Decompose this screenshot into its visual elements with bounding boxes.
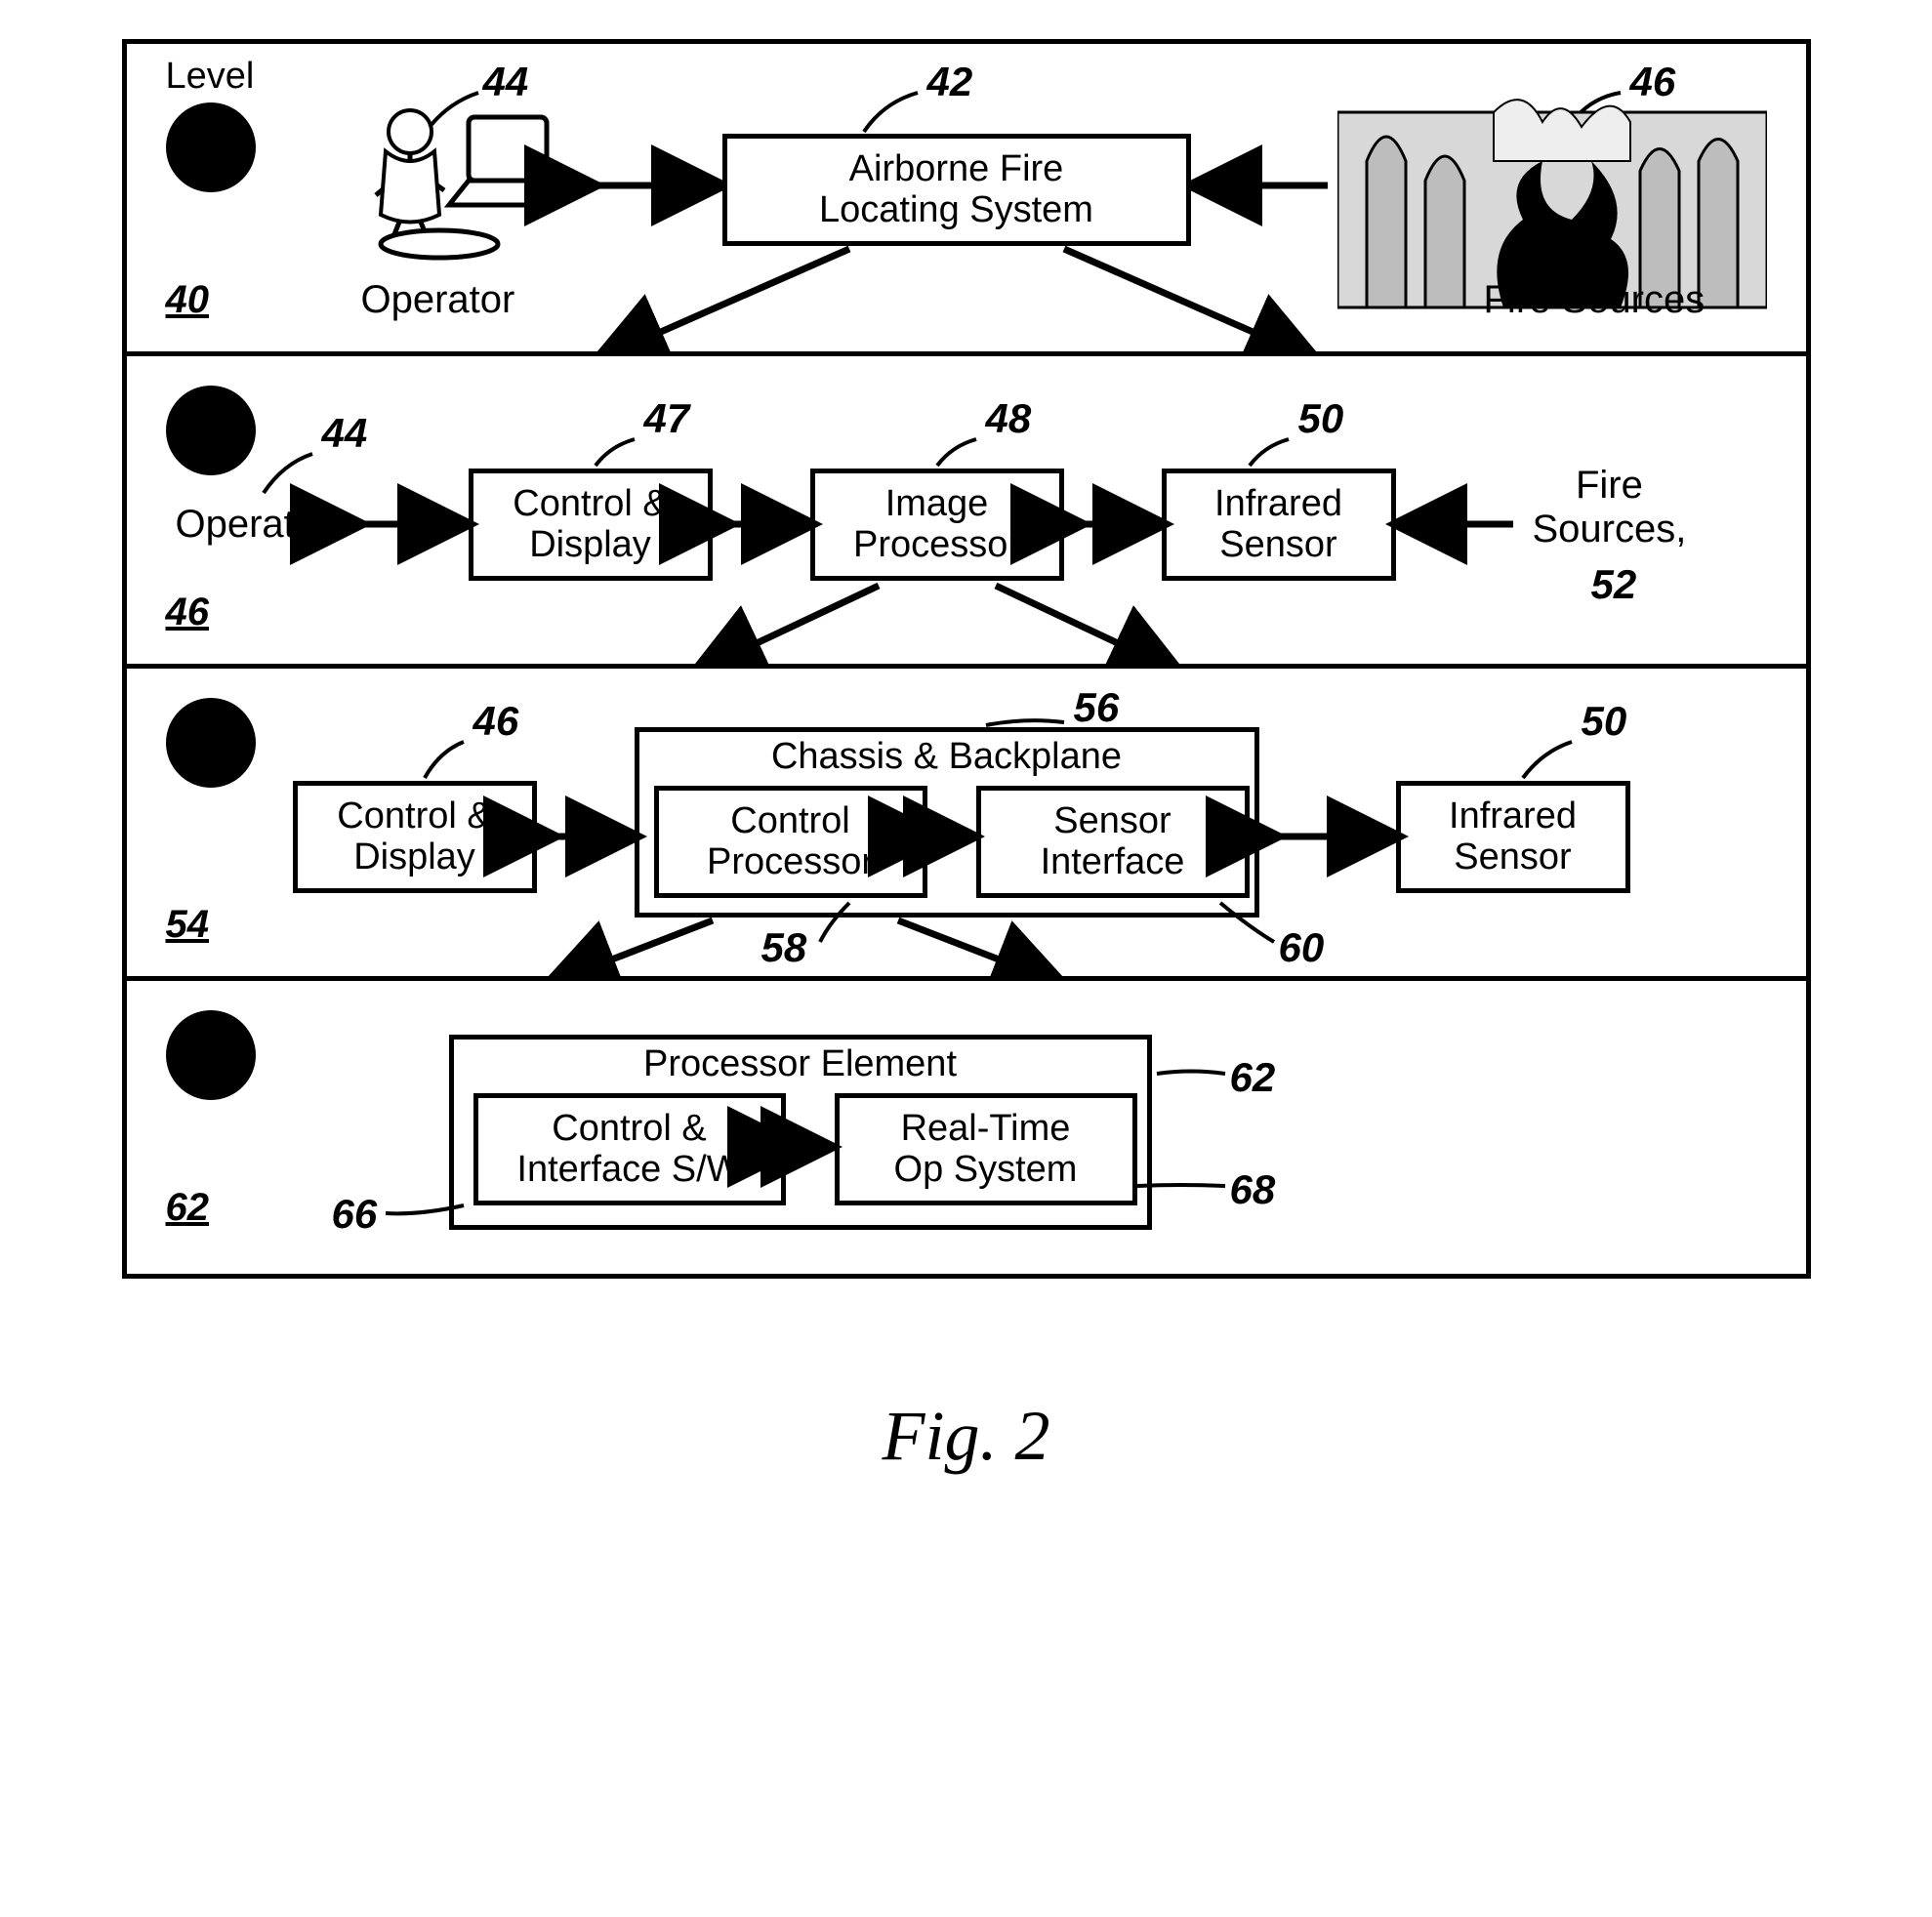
container-label: Processor Element xyxy=(454,1043,1147,1085)
airborne-system-box: Airborne Fire Locating System xyxy=(722,134,1191,246)
chassis-backplane-container: Chassis & Backplane Control Processor Se… xyxy=(635,727,1259,918)
level-row-2: 46 Operator 44 Control & Display 47 Imag… xyxy=(127,356,1806,669)
operator-illustration xyxy=(332,98,576,278)
control-display-box: Control & Display xyxy=(469,469,713,581)
ref-58: 58 xyxy=(761,924,807,971)
level-row-4: 62 Processor Element Control & Interface… xyxy=(127,981,1806,1274)
operator-label: Operator xyxy=(361,278,515,322)
image-processor-box: Image Processor xyxy=(810,469,1064,581)
level-header: Level xyxy=(166,56,255,98)
level-row-3: 54 Control & Display 46 Chassis & Backpl… xyxy=(127,669,1806,981)
control-interface-sw-box: Control & Interface S/W xyxy=(473,1093,786,1205)
level-row-1: Level 40 Operator xyxy=(127,44,1806,356)
row-number: 40 xyxy=(166,278,210,322)
control-display-box: Control & Display xyxy=(293,781,537,893)
ref-50: 50 xyxy=(1582,698,1627,745)
ref-42: 42 xyxy=(927,59,973,105)
ref-44: 44 xyxy=(322,410,368,457)
row-number: 54 xyxy=(166,903,210,947)
ref-47: 47 xyxy=(644,395,690,442)
realtime-os-box: Real-Time Op System xyxy=(835,1093,1137,1205)
ref-66: 66 xyxy=(332,1191,378,1238)
ref-60: 60 xyxy=(1279,924,1325,971)
ref-48: 48 xyxy=(986,395,1032,442)
ref-46: 46 xyxy=(473,698,519,745)
level-dot xyxy=(166,386,256,475)
infrared-sensor-box: Infrared Sensor xyxy=(1396,781,1630,893)
control-processor-box: Control Processor xyxy=(654,786,927,898)
operator-label: Operator xyxy=(176,503,330,547)
level-dot xyxy=(166,698,256,788)
level-dot xyxy=(166,102,256,192)
hierarchy-diagram: Level 40 Operator xyxy=(122,39,1811,1279)
processor-element-container: Processor Element Control & Interface S/… xyxy=(449,1035,1152,1230)
ref-68: 68 xyxy=(1230,1166,1276,1213)
fire-sources-label: Fire Sources xyxy=(1484,278,1706,322)
ref-52: 52 xyxy=(1591,561,1637,608)
row-number: 46 xyxy=(166,591,210,634)
container-label: Chassis & Backplane xyxy=(639,736,1254,778)
fire-sources-label: Fire Sources, xyxy=(1533,464,1687,551)
level-dot xyxy=(166,1010,256,1100)
ref-62: 62 xyxy=(1230,1054,1276,1101)
row-number: 62 xyxy=(166,1186,210,1230)
figure-caption: Fig. 2 xyxy=(39,1396,1893,1477)
ref-56: 56 xyxy=(1074,684,1120,731)
sensor-interphase-box: Sensor Interface xyxy=(976,786,1250,898)
infrared-sensor-box: Infrared Sensor xyxy=(1162,469,1396,581)
ref-44: 44 xyxy=(483,59,529,105)
ref-50: 50 xyxy=(1298,395,1344,442)
